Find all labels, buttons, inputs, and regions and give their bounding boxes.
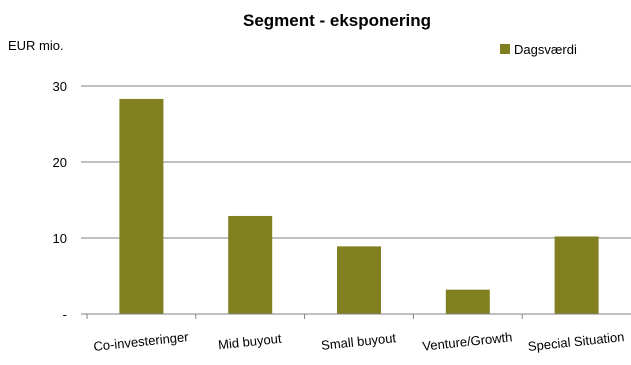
y-tick-label: 10 [53, 231, 67, 246]
bar [337, 246, 381, 314]
x-category-label: Small buyout [320, 330, 397, 353]
chart-title: Segment - eksponering [243, 11, 431, 30]
bar [228, 215, 273, 314]
bars [119, 98, 599, 314]
y-tick-label: 30 [53, 79, 67, 94]
x-category-label: Mid buyout [217, 331, 282, 353]
legend: Dagsværdi [500, 42, 577, 57]
bar [445, 289, 490, 314]
x-category-label: Co-investeringer [93, 329, 190, 354]
bar [119, 98, 164, 314]
y-axis-unit-label: EUR mio. [8, 38, 64, 53]
x-axis-labels: Co-investeringer Mid buyout Small buyout Ve… [86, 314, 625, 354]
legend-swatch [500, 44, 510, 54]
y-axis-ticks: - 10 20 30 [53, 79, 87, 322]
y-tick-label: 20 [53, 155, 67, 170]
legend-label: Dagsværdi [514, 42, 577, 57]
bar [554, 236, 599, 314]
gridlines [87, 85, 631, 239]
y-tick-label: - [63, 307, 67, 322]
x-category-label: Special Situation [527, 329, 625, 354]
x-category-label: Venture/Growth [422, 329, 513, 353]
